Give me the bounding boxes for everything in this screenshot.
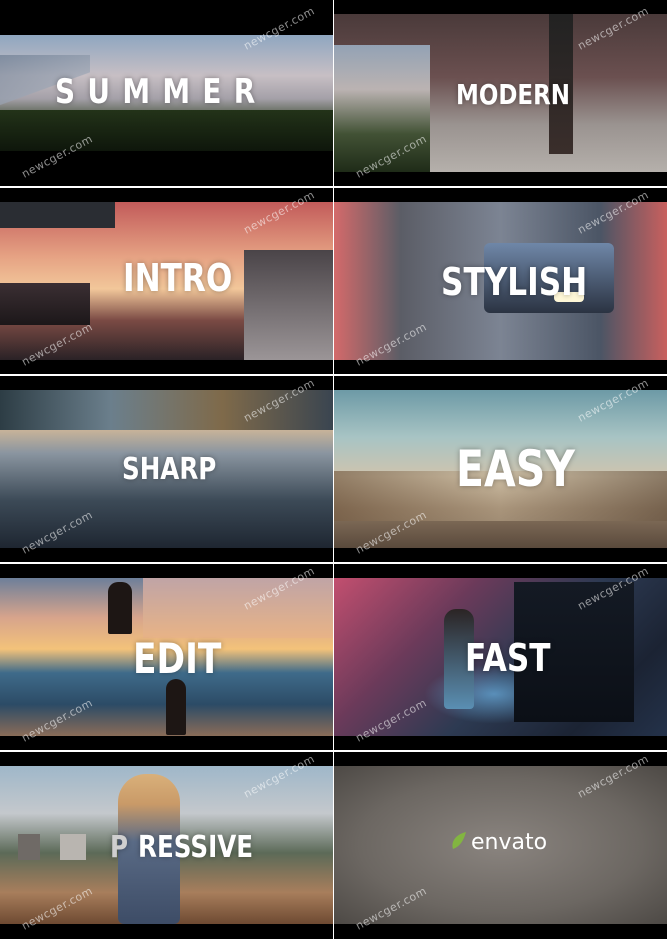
scene-grey-background: [334, 766, 667, 924]
skater-legs: [549, 14, 573, 154]
glitch-bar: [0, 202, 115, 228]
frame-title: FAST: [465, 636, 551, 680]
frame-edit: EDIT newcger.com newcger.com: [0, 564, 333, 750]
frame-title: STYLISH: [441, 260, 588, 304]
camera-rig: [514, 582, 634, 722]
person-silhouette: [108, 582, 132, 634]
frame-title: SUMMER: [55, 72, 268, 112]
envato-leaf-icon: [450, 831, 468, 855]
car-silhouette: [484, 243, 614, 313]
woman-silhouette: [118, 774, 180, 924]
frame-stylish: STYLISH newcger.com newcger.com: [334, 188, 667, 374]
glitch-block: [18, 834, 40, 860]
frame-title: SHARP: [122, 452, 217, 487]
skyline: [0, 283, 90, 325]
frame-sharp: SHARP newcger.com newcger.com: [0, 376, 333, 562]
frame-title-prefix: P: [110, 830, 129, 865]
frame-summer: SUMMER newcger.com newcger.com: [0, 0, 333, 186]
frame-title: EDIT: [133, 634, 222, 683]
frame-title: RESSIVE: [138, 830, 254, 865]
frame-intro: INTRO newcger.com newcger.com: [0, 188, 333, 374]
dancer-silhouette: [444, 609, 474, 709]
frame-title: MODERN: [456, 78, 571, 111]
forest-silhouette: [0, 110, 333, 151]
motion-blur: [334, 471, 667, 521]
frame-easy: EASY newcger.com newcger.com: [334, 376, 667, 562]
frame-envato-logo: envato newcger.com newcger.com: [334, 752, 667, 939]
street-panel: [244, 250, 333, 360]
person-silhouette: [166, 679, 186, 735]
scene-blurred-city: [334, 390, 667, 548]
frame-impressive: P RESSIVE newcger.com newcger.com: [0, 752, 333, 939]
city-strip: [0, 390, 333, 430]
frame-modern: MODERN newcger.com newcger.com: [334, 0, 667, 186]
envato-logo-text: envato: [471, 830, 548, 855]
envato-logo: envato: [450, 830, 547, 855]
frame-title: EASY: [456, 440, 575, 498]
frame-title: INTRO: [123, 256, 233, 300]
mountain-shape: [0, 55, 90, 105]
sunset-panel: [143, 578, 333, 638]
car-headlight: [554, 292, 584, 302]
frame-fast: FAST newcger.com newcger.com: [334, 564, 667, 750]
glitch-block: [60, 834, 86, 860]
mountain-panel: [334, 45, 430, 172]
